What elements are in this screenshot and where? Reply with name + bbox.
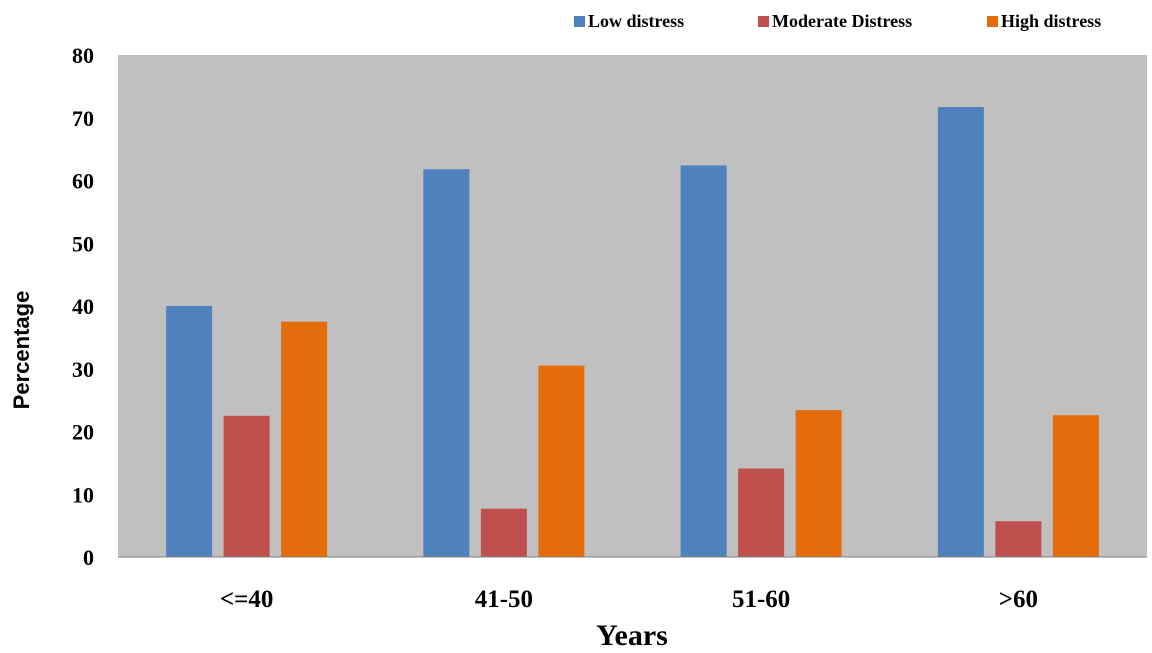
x-tick-label: <=40: [220, 586, 274, 613]
y-tick-label: 0: [83, 545, 94, 570]
x-tick-label: 41-50: [475, 586, 533, 613]
plot-area: [118, 55, 1147, 557]
x-tick-label: 51-60: [732, 586, 790, 613]
legend-swatch: [987, 16, 998, 27]
y-tick-label: 10: [72, 482, 94, 507]
bar: [937, 107, 984, 558]
legend-label: High distress: [1001, 11, 1101, 31]
legend-swatch: [574, 16, 585, 27]
bar: [680, 165, 727, 557]
y-axis-title: Percentage: [9, 291, 34, 410]
x-tick-label: >60: [999, 586, 1038, 613]
bar: [538, 365, 585, 557]
bar: [223, 415, 270, 557]
legend-label: Low distress: [588, 11, 684, 31]
y-tick-label: 80: [72, 43, 94, 68]
legend-label: Moderate Distress: [772, 11, 912, 31]
bar: [166, 306, 213, 557]
y-tick-label: 70: [72, 106, 94, 131]
bar: [1052, 415, 1099, 557]
legend-swatch: [758, 16, 769, 27]
bar: [423, 169, 470, 557]
bars-layer: [166, 107, 1099, 558]
bar: [738, 468, 785, 557]
bar: [480, 508, 527, 557]
y-tick-label: 60: [72, 169, 94, 194]
bar: [795, 410, 842, 557]
bar: [281, 321, 328, 557]
bar: [995, 521, 1042, 557]
legend-item: Moderate Distress: [758, 11, 912, 31]
y-tick-labels: 0 10 20 30 40 50 60 70 80: [72, 43, 94, 570]
legend-item: High distress: [987, 11, 1101, 31]
x-axis-title: Years: [596, 619, 668, 652]
y-tick-label: 50: [72, 231, 94, 256]
y-tick-label: 20: [72, 420, 94, 445]
y-tick-label: 30: [72, 357, 94, 382]
legend: Low distress Moderate Distress High distre…: [574, 11, 1101, 31]
legend-item: Low distress: [574, 11, 684, 31]
x-tick-labels: <=40 41-50 51-60 >60: [220, 586, 1038, 613]
y-tick-label: 40: [72, 294, 94, 319]
